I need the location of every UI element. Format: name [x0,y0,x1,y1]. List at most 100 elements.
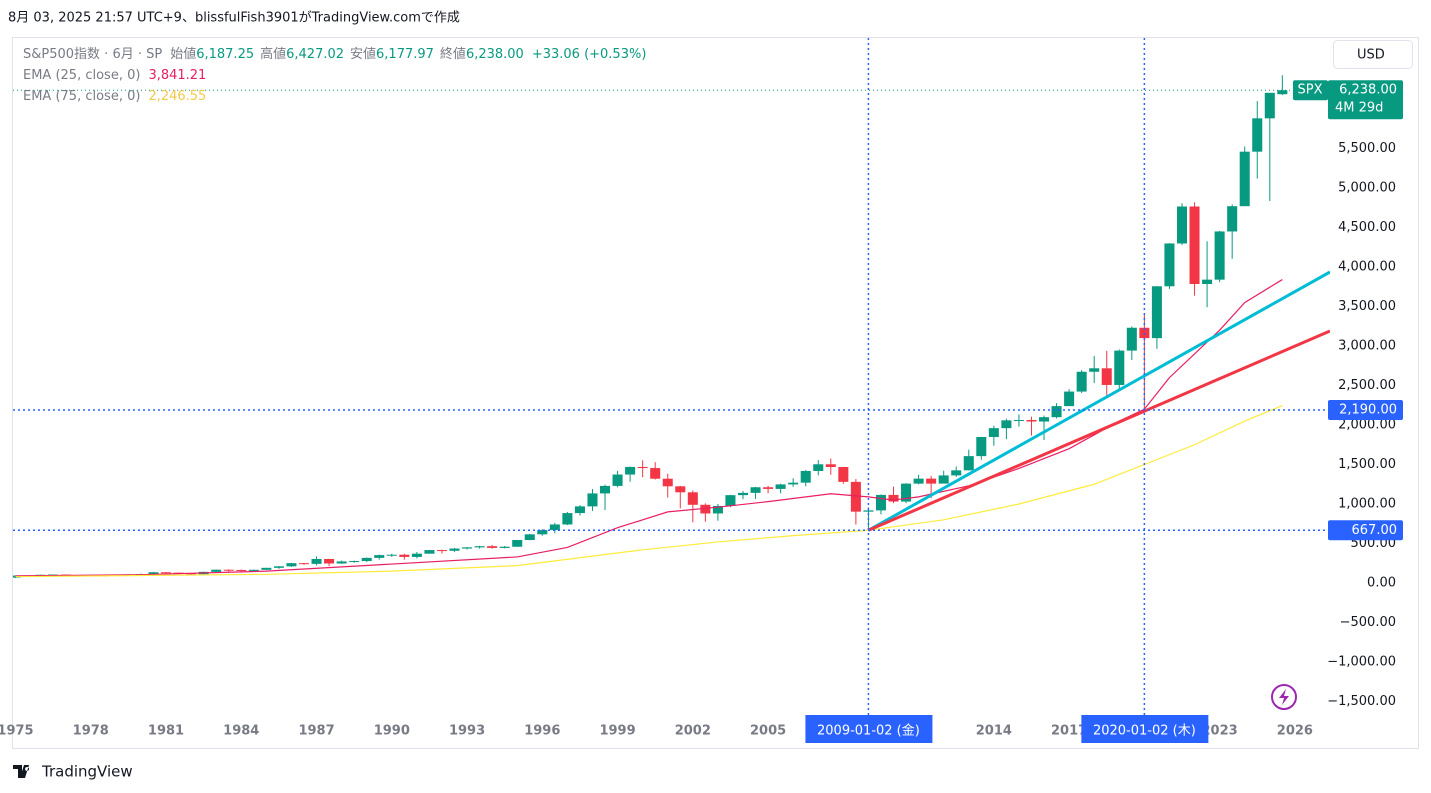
candle-body [1089,368,1100,372]
price-tag-label: 2,190.00 [1339,402,1397,417]
candle-body [1013,420,1024,422]
candle-body [612,474,623,486]
candle-body [1239,151,1250,207]
candle-body [148,572,159,574]
candle-body [600,485,611,494]
candle-body [248,569,259,571]
candle-body [725,495,736,506]
x-tick-label: 2014 [976,724,1012,739]
candle-body [1039,417,1050,422]
y-tick-label: 5,000.00 [1338,181,1396,196]
candle-body [424,550,435,554]
candle-body [1202,279,1213,284]
ema-line [15,404,1283,578]
y-tick-label: 4,000.00 [1338,260,1396,275]
candle-body [411,553,422,557]
currency[interactable]: USD [1357,48,1385,63]
ema-line [15,279,1283,577]
candle-body [499,546,510,548]
x-tick-label: 1999 [599,724,635,739]
x-tick-label: 1996 [524,724,560,739]
candle-body [687,492,698,505]
low-value: 6,177.97 [376,47,434,62]
candle-body [1126,327,1137,351]
candle-body [913,478,924,484]
open-value: 6,187.25 [196,47,254,62]
candle-body [901,483,912,502]
x-tick-label: 2026 [1277,724,1313,739]
candle-body [1176,206,1188,244]
candle-body [775,484,786,489]
candle-body [712,505,723,514]
date-tag-label: 2009-01-02 (金) [817,723,920,739]
y-tick-label: 2,000.00 [1338,418,1396,433]
candle-body [700,504,711,514]
candle-body [737,492,749,496]
candle-body [1252,118,1263,152]
currency-button[interactable] [1333,40,1413,69]
candle-body [976,437,987,457]
trend-line [867,270,1330,532]
candle-body [888,494,899,502]
candle-body [324,558,335,564]
x-tick-label: 2002 [675,724,711,739]
candle-body [750,487,761,493]
y-tick-label: 2,500.00 [1338,378,1396,393]
y-tick-label: −1,000.00 [1327,654,1396,669]
lightning-icon[interactable] [1271,684,1297,710]
candle-body [1189,206,1200,284]
y-tick-label: −500.00 [1340,615,1396,630]
ema-value: 2,246.55 [148,89,206,104]
x-tick-label: 2023 [1202,724,1238,739]
candle-body [1151,286,1162,339]
candle-body [1026,420,1037,422]
y-tick-label: −1,500.00 [1327,694,1396,709]
candle-body [625,466,636,475]
candle-body [462,547,473,549]
candle-body [988,428,999,438]
candle-body [662,478,673,487]
footer-logo [13,765,30,778]
ema-name: EMA (75, close, 0) [23,89,140,104]
x-tick-label: 1993 [449,724,485,739]
countdown-label: 4M 29d [1335,101,1383,116]
candle-body [336,561,347,564]
candle-body [1051,406,1062,418]
price-tag [1328,399,1403,420]
last-price-label: 6,238.00 [1339,83,1397,98]
x-tick-label: 1987 [298,724,334,739]
y-tick-label: 3,000.00 [1338,339,1396,354]
candle-body [875,494,886,511]
candle-body [374,555,385,558]
candle-body [449,548,460,551]
price-tag [1328,520,1403,541]
symbol: S&P500指数 · 6月 · SP [23,47,162,62]
y-tick-label: 1,000.00 [1338,497,1396,512]
x-tick-label: 1984 [223,724,259,739]
symbol-tag-label: SPX [1298,83,1323,98]
candle-body [926,478,937,484]
candle-body [211,569,222,572]
candle-body [863,510,874,512]
header-title: 8月 03, 2025 21:57 UTC+9、blissfulFish3901… [8,11,460,26]
y-tick-label: 4,500.00 [1338,220,1396,235]
candle-body [1114,350,1125,385]
change-value: +33.06 (+0.53%) [532,47,647,62]
candle-body [938,475,949,484]
y-tick-label: 5,500.00 [1338,141,1396,156]
candle-body [512,540,523,547]
candle-body [1227,206,1238,232]
date-tag [805,715,933,743]
candle-body [1214,231,1225,280]
footer-brand: TradingView [41,763,133,781]
candle-body [487,546,498,548]
y-tick-label: 3,500.00 [1338,299,1396,314]
candle-body [675,486,686,493]
candle-body [1164,243,1175,287]
candle-body [286,563,297,567]
candle-body [349,561,360,563]
legend-ema: EMA (75, close, 0) 2,246.55 [23,89,206,104]
candle-body [1076,371,1087,392]
high-value: 6,427.02 [286,47,344,62]
